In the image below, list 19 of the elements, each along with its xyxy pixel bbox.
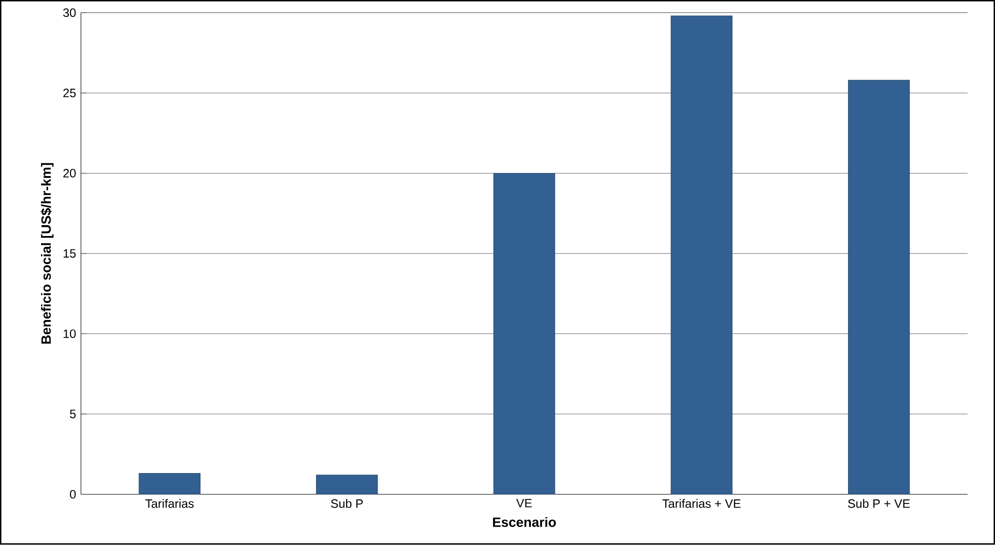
x-tick-label: Sub P [331,499,363,508]
bar [670,16,732,494]
x-tick-label: Sub P + VE [848,499,910,508]
y-tick-label: 30 [63,8,76,18]
bar [138,473,200,494]
x-tick-label: VE [516,499,532,508]
x-tick-label: Tarifarias + VE [662,499,741,508]
y-axis-title: Beneficio social [US$/hr-km] [40,163,54,344]
bar [316,474,378,494]
y-tick-label: 0 [70,490,76,499]
bar [493,173,556,494]
y-tick-label: 15 [64,249,76,258]
bar [848,80,910,494]
y-tick-label: 10 [64,330,76,338]
y-tick-label: 20 [63,169,76,178]
x-axis-title: Escenario [493,517,556,528]
y-tick-label: 25 [63,88,76,98]
y-tick-label: 5 [70,410,76,418]
x-tick-label: Tarifarias [145,499,194,508]
